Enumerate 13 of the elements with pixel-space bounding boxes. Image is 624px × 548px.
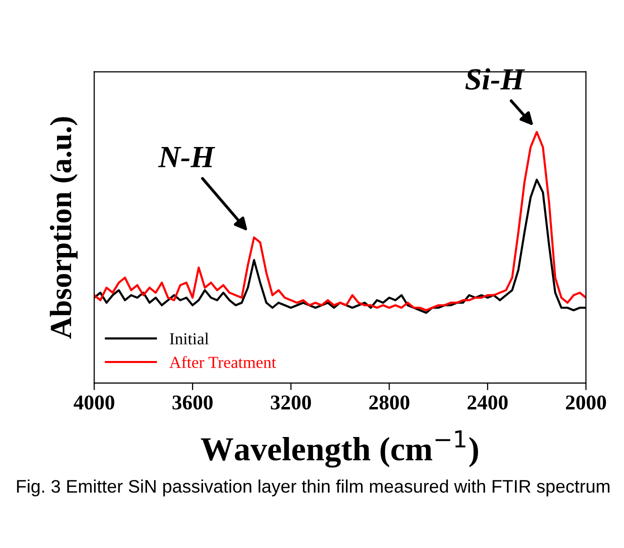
x-tick-label: 4000: [74, 395, 114, 410]
x-tick-label: 2000: [566, 395, 606, 410]
x-tick-label: 2800: [369, 395, 410, 410]
annotation: N-H: [158, 147, 216, 168]
x-tick-label: 3200: [270, 395, 311, 410]
legend-label: After Treatment: [169, 356, 276, 368]
annotation: Si-H: [465, 68, 526, 90]
legend-label: Initial: [170, 332, 209, 344]
y-axis-title: Absorption (a.u.): [50, 117, 78, 339]
x-tick-label: 2400: [468, 395, 508, 410]
x-tick-label: 3600: [172, 395, 213, 410]
caption: Fig. 3 Emitter SiN passivation layer thin film measured with FTIR spectrum: [17, 480, 610, 496]
x-axis-title: Wavelength (cm$^{−1}$): [200, 430, 478, 468]
